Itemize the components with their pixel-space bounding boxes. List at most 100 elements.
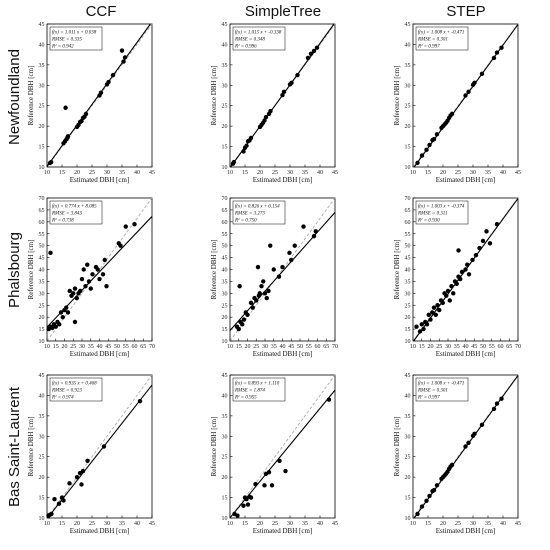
data-point — [289, 257, 294, 263]
y-tick-label: 60 — [405, 220, 411, 226]
y-tick-label: 25 — [405, 455, 411, 461]
x-tick-label: 15 — [419, 344, 425, 350]
data-point — [463, 93, 468, 98]
y-tick-label: 30 — [222, 83, 228, 89]
y-tick-label: 25 — [222, 104, 228, 110]
data-point — [60, 314, 65, 320]
data-point — [235, 513, 240, 518]
stats-line: RMSE = 0.923 — [51, 389, 82, 394]
x-tick-label: 25 — [436, 344, 442, 350]
data-point — [85, 458, 90, 463]
data-point — [277, 458, 282, 463]
y-tick-label: 10 — [405, 516, 411, 522]
data-point — [479, 71, 485, 77]
y-axis-label: Reference DBH [cm] — [393, 66, 401, 126]
x-tick-label: 15 — [53, 344, 59, 350]
data-point — [67, 481, 72, 486]
data-point — [88, 286, 93, 291]
data-point — [451, 291, 456, 296]
y-tick-label: 55 — [405, 232, 411, 238]
y-tick-label: 15 — [39, 327, 45, 333]
data-point — [466, 89, 471, 95]
data-point — [268, 243, 273, 248]
y-axis-label: Reference DBH [cm] — [27, 240, 35, 300]
data-point — [95, 267, 100, 272]
x-tick-label: 30 — [79, 344, 85, 350]
x-tick-label: 45 — [515, 170, 521, 176]
row-title-3: Bas Saint-Laurent — [6, 386, 23, 507]
x-tick-label: 25 — [253, 344, 259, 350]
y-tick-label: 50 — [39, 244, 45, 250]
data-point — [445, 288, 451, 294]
data-point — [473, 253, 479, 258]
identity-line — [229, 374, 336, 519]
stats-line: R² = 0.955 — [234, 395, 257, 401]
data-point — [434, 483, 440, 488]
x-tick-label: 15 — [425, 521, 431, 527]
y-tick-label: 10 — [39, 516, 45, 522]
x-tick-label: 10 — [227, 344, 233, 350]
x-tick-label: 55 — [306, 344, 312, 350]
y-tick-label: 25 — [39, 455, 45, 461]
data-point — [269, 483, 275, 488]
x-tick-label: 45 — [149, 170, 155, 176]
data-point — [102, 257, 107, 263]
data-point — [118, 243, 123, 248]
x-tick-label: 35 — [119, 521, 125, 527]
y-tick-label: 40 — [405, 42, 411, 48]
y-tick-label: 15 — [405, 145, 411, 151]
data-point — [494, 50, 500, 55]
panel-2-1: 10 15 20 25 30 35 40 45 50 55 60 65 7010152025303540… — [27, 196, 155, 358]
data-point — [424, 147, 429, 153]
x-tick-label: 35 — [271, 344, 277, 350]
y-tick-label: 40 — [222, 42, 228, 48]
x-tick-label: 65 — [140, 344, 146, 350]
y-tick-label: 25 — [222, 455, 228, 461]
x-tick-label: 10 — [44, 344, 50, 350]
data-point — [458, 276, 463, 282]
data-point — [470, 257, 475, 263]
stats-box — [49, 26, 103, 51]
data-point — [123, 224, 128, 229]
data-point — [72, 319, 78, 325]
data-point — [240, 322, 245, 327]
stats-line: f(x) = 1.008 x + -0.471 — [418, 31, 464, 36]
data-point — [52, 497, 57, 502]
x-tick-label: 20 — [428, 344, 434, 350]
data-point — [433, 312, 438, 317]
x-tick-label: 10 — [44, 170, 50, 176]
x-tick-label: 35 — [454, 344, 460, 350]
x-tick-label: 40 — [280, 344, 286, 350]
data-point — [472, 431, 477, 437]
data-point — [466, 272, 472, 277]
data-point — [80, 468, 86, 474]
data-point — [106, 79, 111, 85]
data-point — [236, 326, 241, 332]
x-axis-label: Estimated DBH [cm] — [70, 350, 130, 358]
data-point — [276, 274, 282, 279]
x-axis-label: Estimated DBH [cm] — [253, 527, 313, 535]
data-point — [305, 55, 311, 61]
x-tick-label: 35 — [302, 521, 308, 527]
y-tick-label: 65 — [39, 208, 45, 214]
data-point — [79, 276, 85, 282]
data-point — [313, 229, 318, 234]
x-tick-label: 25 — [272, 170, 278, 176]
x-tick-label: 30 — [470, 170, 476, 176]
y-tick-label: 25 — [39, 104, 45, 110]
x-tick-label: 30 — [470, 521, 476, 527]
panel-1-1: 10 15 20 25 30 35 40 45 10 15 20 25 30 35 40 45 Estimate… — [27, 22, 155, 184]
data-point — [449, 462, 455, 468]
data-point — [292, 243, 297, 248]
y-tick-label: 30 — [222, 291, 228, 297]
x-tick-label: 40 — [134, 521, 140, 527]
y-tick-label: 10 — [222, 165, 228, 171]
x-tick-label: 35 — [119, 170, 125, 176]
y-tick-label: 45 — [405, 22, 411, 28]
data-point — [447, 298, 452, 303]
data-point — [100, 272, 106, 277]
x-tick-label: 25 — [455, 170, 461, 176]
x-tick-label: 35 — [485, 170, 491, 176]
data-point — [71, 291, 76, 296]
stats-box — [49, 377, 103, 402]
